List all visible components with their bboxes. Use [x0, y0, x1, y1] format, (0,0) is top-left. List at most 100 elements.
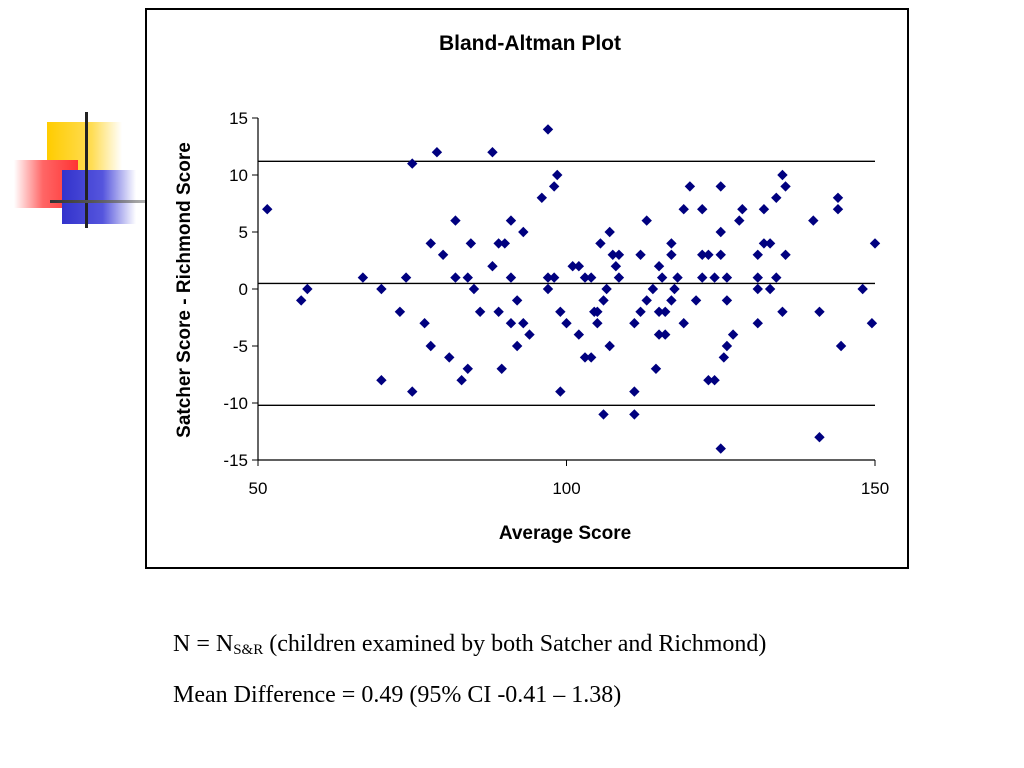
- caption: N = NS&R (children examined by both Satc…: [173, 627, 873, 712]
- y-tick-label: -15: [223, 451, 248, 470]
- data-point: [857, 283, 868, 295]
- data-point: [462, 272, 473, 283]
- data-point: [548, 272, 560, 283]
- data-point: [419, 318, 430, 329]
- data-point: [752, 318, 763, 329]
- data-point: [407, 386, 418, 397]
- data-point: [635, 306, 646, 317]
- data-point: [425, 238, 436, 249]
- data-point: [635, 249, 646, 260]
- data-point: [444, 352, 455, 363]
- data-point: [718, 352, 730, 363]
- data-point: [808, 215, 819, 226]
- data-point: [400, 272, 412, 283]
- data-point: [610, 261, 622, 272]
- data-point: [536, 192, 548, 203]
- data-point: [465, 238, 477, 249]
- data-point: [542, 124, 554, 135]
- data-point: [487, 147, 498, 158]
- data-point: [518, 318, 529, 329]
- data-point: [641, 215, 652, 226]
- y-axis-label: Satcher Score - Richmond Score: [174, 142, 195, 438]
- data-point: [548, 181, 560, 192]
- data-point: [613, 249, 625, 260]
- sample-size-subscript: S&R: [233, 642, 264, 658]
- y-tick-label: 15: [229, 109, 248, 128]
- x-tick-label: 100: [552, 479, 580, 498]
- deco-vertical-line: [85, 112, 88, 228]
- data-point: [666, 249, 677, 260]
- data-point: [518, 226, 529, 238]
- y-tick-label: -10: [223, 394, 248, 413]
- data-point: [607, 249, 618, 260]
- data-point: [262, 204, 273, 215]
- y-tick-label: 5: [239, 223, 248, 242]
- mean-difference-note: Mean Difference = 0.49 (95% CI -0.41 – 1…: [173, 682, 622, 708]
- data-point: [394, 306, 406, 317]
- data-point: [709, 375, 720, 386]
- data-point: [511, 295, 523, 306]
- data-point: [376, 283, 387, 295]
- data-point: [604, 226, 615, 238]
- slide-decoration: [14, 112, 260, 228]
- data-point: [832, 204, 844, 215]
- data-point: [653, 261, 665, 272]
- data-point: [462, 363, 473, 374]
- data-point: [660, 329, 671, 340]
- data-point: [780, 181, 791, 192]
- data-point: [585, 272, 597, 283]
- data-point: [656, 272, 668, 283]
- data-point: [496, 363, 507, 374]
- data-point: [814, 432, 825, 443]
- data-point: [499, 238, 510, 249]
- data-point: [715, 443, 726, 454]
- data-point: [869, 238, 881, 249]
- data-point: [585, 352, 597, 363]
- data-point: [505, 272, 517, 283]
- data-point: [302, 283, 313, 295]
- data-point: [715, 181, 726, 192]
- data-point: [629, 318, 640, 329]
- chart-title: Bland-Altman Plot: [439, 32, 621, 55]
- data-point: [450, 272, 461, 283]
- data-point: [579, 352, 591, 363]
- data-point: [552, 169, 563, 181]
- data-point: [678, 204, 689, 215]
- data-point: [357, 272, 369, 283]
- data-point: [669, 283, 680, 295]
- data-point: [764, 283, 776, 295]
- data-point: [573, 261, 585, 272]
- data-point: [684, 181, 696, 192]
- data-point: [734, 215, 745, 226]
- data-point: [866, 318, 878, 329]
- data-point: [629, 386, 640, 397]
- data-point: [697, 204, 708, 215]
- data-point: [703, 375, 714, 386]
- x-tick-label: 150: [861, 479, 889, 498]
- data-point: [814, 306, 825, 317]
- data-point: [764, 238, 776, 249]
- data-point: [613, 272, 625, 283]
- data-point: [678, 318, 689, 329]
- sample-size-note: N = NS&R (children examined by both Satc…: [173, 627, 873, 661]
- data-point: [468, 283, 480, 295]
- data-point: [771, 192, 782, 203]
- data-point: [690, 295, 702, 306]
- data-point: [721, 295, 733, 306]
- data-point: [295, 295, 307, 306]
- data-point: [666, 295, 677, 306]
- data-point: [456, 375, 467, 386]
- data-point: [650, 363, 662, 374]
- data-point: [752, 272, 763, 283]
- data-point: [376, 375, 387, 386]
- data-point: [647, 283, 659, 295]
- data-point: [555, 386, 566, 397]
- data-point: [737, 204, 748, 215]
- data-point: [832, 192, 844, 203]
- data-point: [437, 249, 449, 260]
- y-tick-label: -5: [233, 337, 248, 356]
- data-point: [598, 295, 609, 306]
- y-tick-label: 0: [239, 280, 248, 299]
- data-point: [758, 238, 770, 249]
- data-point: [598, 409, 609, 420]
